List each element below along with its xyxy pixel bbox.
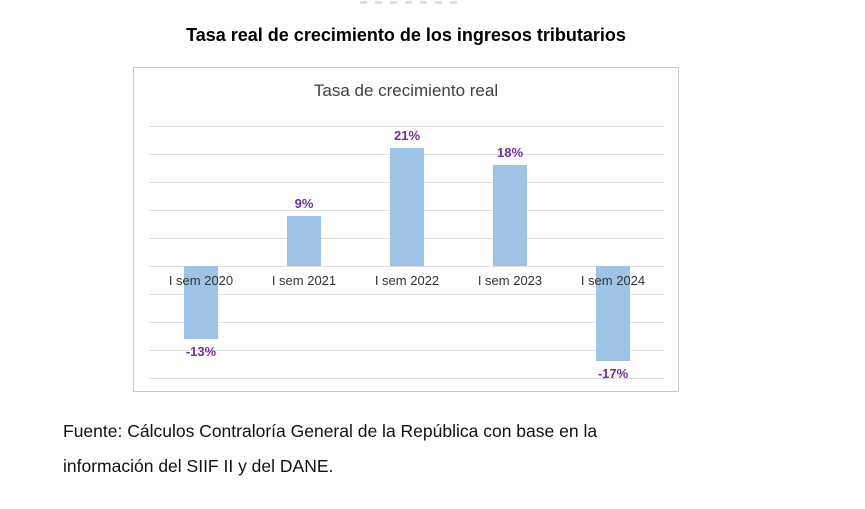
gridline [149,378,664,379]
category-label: I sem 2020 [168,273,234,288]
cropped-text-remnant [360,1,465,4]
gridline [149,266,664,267]
source-note-line1: Fuente: Cálculos Contraloría General de … [63,421,598,441]
gridline [149,294,664,295]
bar-i-sem-2023 [493,165,527,266]
bar-i-sem-2021 [287,216,321,266]
chart-frame: -13% I sem 2020 9% I sem 2021 21% I sem 2022 1… [133,67,679,392]
data-label: -13% [185,344,217,359]
data-label: -17% [597,366,629,381]
chart-plot: -13% I sem 2020 9% I sem 2021 21% I sem 2022 1… [134,68,678,391]
category-label: I sem 2021 [271,273,337,288]
gridline [149,322,664,323]
source-note-line2: información del SIIF II y del DANE. [63,456,334,476]
gridline [149,350,664,351]
gridline [149,126,664,127]
bar-i-sem-2020 [184,266,218,339]
figure-heading: Tasa real de crecimiento de los ingresos… [186,25,626,45]
bar-i-sem-2024 [596,266,630,361]
category-label: I sem 2024 [580,273,646,288]
source-note: Fuente: Cálculos Contraloría General de … [63,414,703,484]
data-label: 9% [294,196,314,211]
data-label: 21% [393,128,421,143]
chart-title: Tasa de crecimiento real [313,81,499,100]
bar-i-sem-2022 [390,148,424,266]
category-label: I sem 2023 [477,273,543,288]
category-label: I sem 2022 [374,273,440,288]
data-label: 18% [496,145,524,160]
